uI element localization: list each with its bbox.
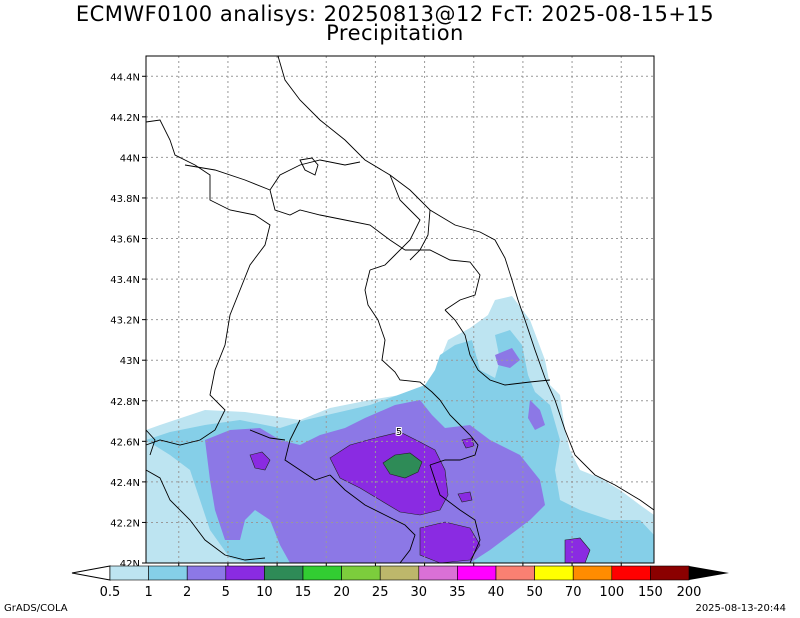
precip-region [528, 400, 545, 430]
colorbar-level: 70 [565, 585, 582, 600]
border-line [405, 249, 481, 311]
lat-label: 42.8N [110, 397, 140, 408]
colorbar-max-arrow [689, 566, 729, 580]
lat-label: 44.2N [110, 113, 140, 124]
lat-label: 43.8N [110, 194, 140, 205]
colorbar-bin [109, 565, 149, 581]
colorbar-level: 15 [295, 585, 312, 600]
map-frame [145, 55, 655, 564]
colorbar-level: 40 [488, 585, 505, 600]
border-line [184, 159, 361, 191]
colorbar-level: 150 [638, 585, 663, 600]
border-line [249, 429, 286, 441]
lat-label: 44N [120, 153, 140, 164]
station-marker: 5 [395, 426, 403, 439]
region-borders [145, 55, 655, 564]
colorbar-bin [225, 565, 265, 581]
colorbar-bin [611, 565, 651, 581]
colorbar-level: 5 [222, 585, 230, 600]
timestamp: 2025-08-13-20:44 [695, 603, 786, 614]
colorbar-bin [534, 565, 574, 581]
border-line [145, 429, 156, 456]
colorbar [71, 565, 729, 581]
colorbar-bin [495, 565, 535, 581]
lat-label: 42.6N [110, 437, 140, 448]
colorbar-bin [572, 565, 613, 581]
precip-region [564, 537, 591, 564]
lat-label: 42N [120, 559, 140, 570]
border-line [329, 474, 416, 564]
border-line [369, 174, 421, 271]
border-line [145, 119, 271, 446]
latitude-labels: 44.4N 44.2N 44N 43.8N 43.6N 43.4N 43.2N 43N 42.8… [110, 72, 146, 570]
colorbar-level: 0.5 [100, 585, 121, 600]
lat-label: 43N [120, 356, 140, 367]
precip-region [249, 451, 271, 471]
border-line [284, 419, 331, 481]
border-line [444, 309, 551, 386]
border-line [409, 209, 431, 261]
colorbar-bin [379, 565, 420, 581]
colorbar-level: 2 [183, 585, 191, 600]
colorbar-level: 25 [372, 585, 389, 600]
colorbar-level: 1 [144, 585, 152, 600]
map-subtitle: Precipitation [326, 21, 464, 45]
map-title: ECMWF0100 analisys: 20250813@12 FcT: 202… [75, 2, 715, 26]
border-line [277, 55, 655, 511]
colorbar-bin [457, 565, 497, 581]
lat-label: 44.4N [110, 72, 140, 83]
colorbar-bin [302, 565, 342, 581]
lat-label: 43.6N [110, 235, 140, 246]
colorbar-bin [148, 565, 188, 581]
colorbar-labels: 0.5 1 2 5 10 15 20 25 30 35 40 50 70 100 150 200 [100, 585, 702, 600]
lat-label: 42.2N [110, 518, 140, 529]
colorbar-level: 20 [333, 585, 350, 600]
border-line [364, 269, 441, 401]
colorbar-bin [650, 565, 690, 581]
station-marker-label: 5 [396, 427, 402, 438]
colorbar-level: 200 [677, 585, 702, 600]
colorbar-min-arrow [71, 565, 111, 581]
colorbar-level: 100 [599, 585, 624, 600]
precip-region [329, 431, 449, 516]
colorbar-bin [418, 565, 458, 581]
border-line [429, 399, 479, 466]
border-line [299, 157, 319, 176]
border-line [145, 469, 266, 561]
border-line [269, 189, 406, 251]
software-credit: GrADS/COLA [4, 603, 68, 614]
border-line [429, 464, 481, 564]
colorbar-level: 10 [256, 585, 273, 600]
colorbar-bin [341, 565, 381, 581]
colorbar-bin [264, 565, 304, 581]
lat-label: 43.4N [110, 275, 140, 286]
colorbar-level: 35 [449, 585, 466, 600]
precip-region [382, 452, 423, 479]
colorbar-level: 30 [411, 585, 428, 600]
lat-label: 42.4N [110, 478, 140, 489]
colorbar-level: 50 [526, 585, 543, 600]
precip-region [495, 348, 520, 368]
precip-region [457, 491, 473, 503]
lat-label: 43.2N [110, 316, 140, 327]
colorbar-bin [186, 565, 227, 581]
